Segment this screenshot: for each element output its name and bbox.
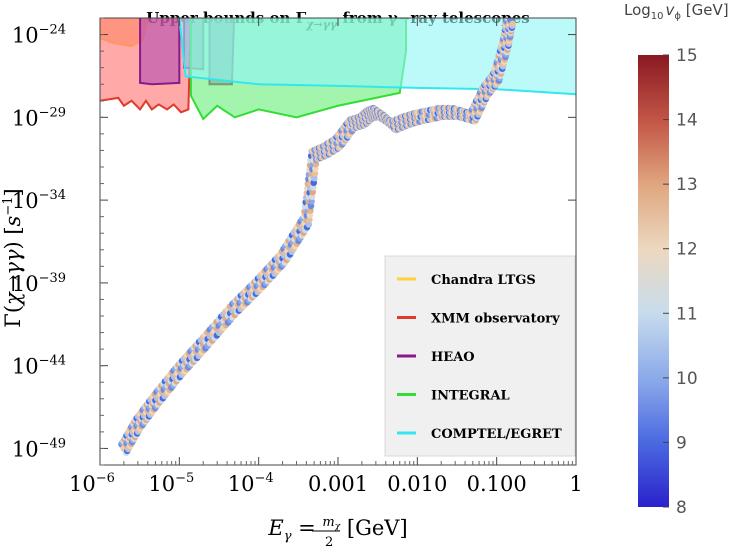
legend-label-chandra-ltgs: Chandra LTGS [431,273,536,288]
colorbar-tick-label: 15 [676,46,698,66]
legend: Chandra LTGS XMM observatory HEAO INTEGRAL C… [384,255,576,457]
constraint-regions [100,18,576,121]
legend-label-integral: INTEGRAL [431,389,510,404]
colorbar-tick-label: 11 [676,304,698,324]
x-tick-label: 1 [569,472,582,496]
colorbar-label: Log10 vϕ [GeV] [624,1,729,22]
y-tick-label: 10−49 [12,436,66,461]
colorbar-tick-label: 8 [676,498,687,518]
colorbar-label-var-sub: ϕ [674,11,681,22]
scatter-point [509,20,516,28]
x-axis-label-denominator: 2 [325,535,333,550]
colorbar-tick-label: 13 [676,175,698,195]
colorbar-tick-label: 12 [676,240,698,260]
colorbar-label-unit: [GeV] [681,1,729,19]
y-tick-label: 10−44 [12,354,66,379]
colorbar-gradient [638,55,669,507]
colorbar-label-var: v [666,1,676,19]
x-tick-label: 10−4 [228,471,274,496]
colorbar-tick-label: 10 [676,369,698,389]
colorbar-tick-label: 9 [676,433,687,453]
y-axis-label: Γ(χ→γγ) [s−1] [1,188,25,327]
x-tick-label: 0.001 [308,472,368,496]
x-tick-label: 0.010 [387,472,447,496]
x-tick-label: 10−6 [69,471,115,496]
colorbar-label-log: Log [624,1,651,19]
y-tick-label: 10−29 [12,105,66,130]
x-axis-label: Eγ = mχ [GeV] [267,515,407,544]
legend-label-xmm-observatory: XMM observatory [431,312,560,327]
legend-label-heao: HEAO [431,350,475,365]
colorbar-tick-label: 14 [676,111,698,131]
x-tick-label: 0.100 [467,472,527,496]
x-axis: 10−6 10−5 10−4 0.001 0.010 0.100 1 [69,18,583,496]
y-tick-label: 10−24 [12,23,66,48]
boundary-comptel-egret [178,18,576,96]
scatter-points [118,18,516,456]
x-tick-label: 10−5 [148,471,194,496]
region-comptel-egret [179,18,576,95]
boundary-xmm-observatory [100,18,192,114]
colorbar-label-sub: 10 [651,11,664,22]
legend-box [384,255,576,457]
legend-label-comptel-egret: COMPTEL/EGRET [431,427,562,442]
